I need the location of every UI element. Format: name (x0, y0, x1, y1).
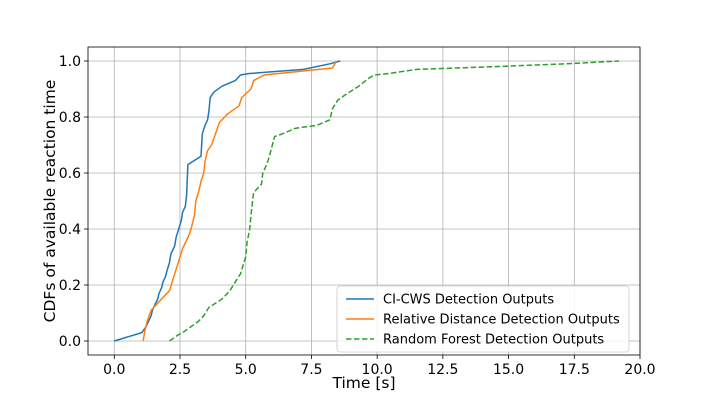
data-series (114, 60, 620, 342)
x-axis-ticks: 0.0 2.5 5.0 7.5 10.0 12.5 15.0 17.5 20.0 (103, 355, 656, 378)
legend-label: CI-CWS Detection Outputs (383, 293, 554, 308)
plot-frame (87, 46, 641, 356)
series-line-relative-distance-detection-outputs (142, 60, 338, 342)
x-tick-label: 10.0 (362, 362, 393, 378)
series-line-ci-cws-detection-outputs (114, 60, 341, 342)
x-tick-label: 15.0 (493, 362, 524, 378)
y-tick-label: 1.0 (59, 54, 81, 70)
y-axis-title: CDFs of available reaction time (41, 80, 59, 323)
x-tick-label: 2.5 (169, 362, 191, 378)
legend-label: Random Forest Detection Outputs (383, 333, 604, 348)
legend-box (336, 285, 630, 353)
x-tick-label: 5.0 (235, 362, 257, 378)
x-axis-title: Time [s] (331, 374, 395, 392)
y-tick-label: 0.6 (59, 166, 81, 182)
y-tick-label: 0.0 (59, 334, 81, 350)
x-tick-label: 12.5 (427, 362, 458, 378)
legend: CI-CWS Detection Outputs Relative Distanc… (336, 285, 630, 353)
y-tick-label: 0.4 (59, 222, 81, 238)
y-tick-label: 0.2 (59, 278, 81, 294)
x-tick-label: 17.5 (559, 362, 590, 378)
series-line-random-forest-detection-outputs (169, 60, 620, 342)
legend-label: Relative Distance Detection Outputs (383, 313, 620, 328)
x-tick-label: 7.5 (300, 362, 322, 378)
y-tick-label: 0.8 (59, 110, 81, 126)
y-axis-ticks: 0.0 0.2 0.4 0.6 0.8 1.0 (59, 54, 88, 350)
x-tick-label: 0.0 (103, 362, 125, 378)
x-tick-label: 20.0 (624, 362, 655, 378)
